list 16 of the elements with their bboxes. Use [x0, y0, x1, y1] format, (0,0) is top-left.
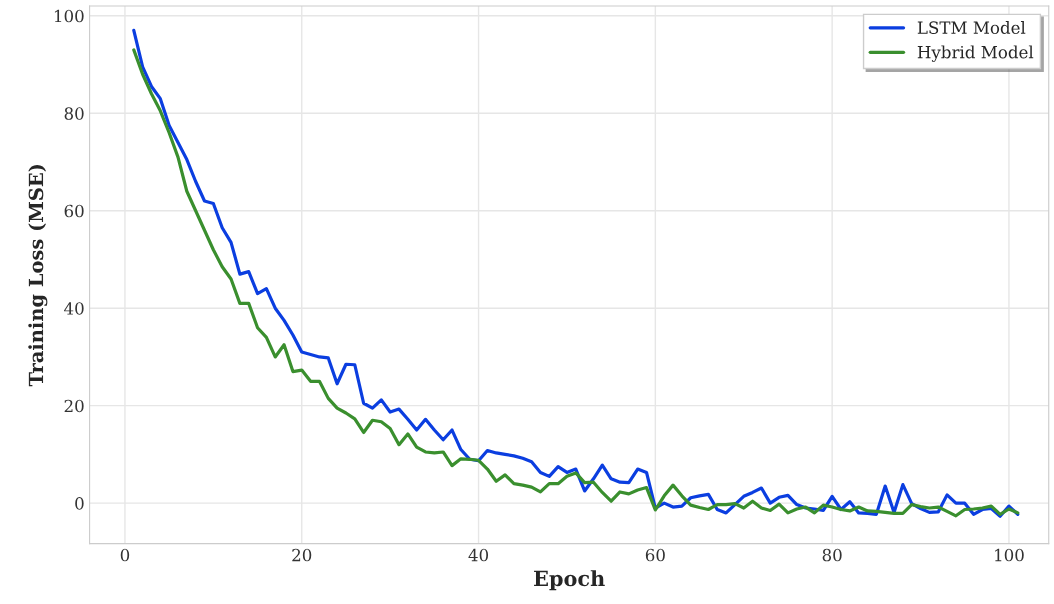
x-tick-label: 20 — [292, 548, 312, 562]
y-tick-label: 20 — [64, 399, 84, 413]
y-tick-label: 40 — [64, 302, 84, 315]
legend-label: Hybrid Model — [917, 45, 1034, 62]
y-tick-label: 100 — [54, 9, 84, 23]
legend-label: LSTM Model — [917, 21, 1026, 34]
x-tick-label: 40 — [468, 548, 489, 562]
y-tick-label: 0 — [75, 497, 84, 510]
x-tick-label: 100 — [995, 548, 1024, 562]
y-tick-label: 80 — [64, 107, 84, 120]
x-tick-label: 0 — [120, 548, 130, 562]
x-tick-label: 80 — [822, 548, 842, 562]
x-tick-label: 60 — [645, 548, 665, 562]
y-axis-title: Training Loss (MSE) — [28, 164, 48, 387]
x-axis-title: Epoch — [534, 570, 605, 591]
y-tick-label: 60 — [64, 204, 84, 218]
